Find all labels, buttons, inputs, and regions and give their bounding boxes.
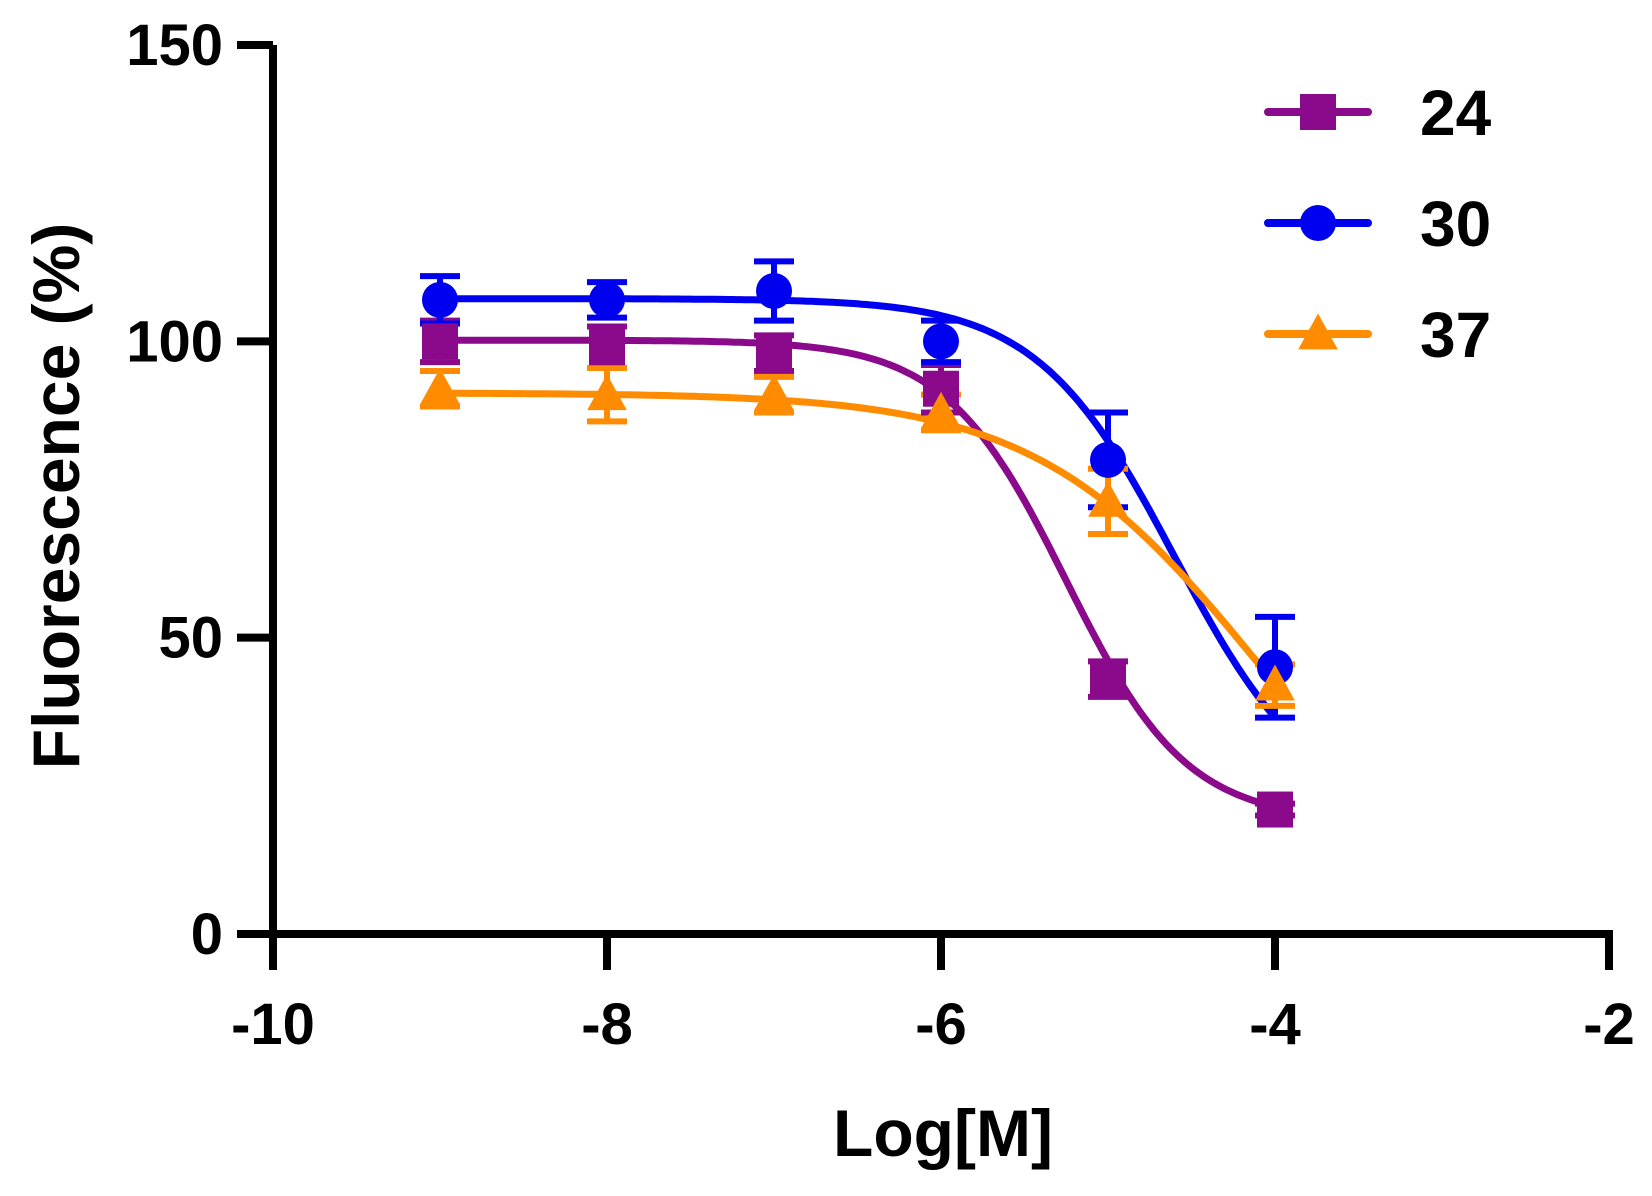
data-point-24 (1257, 791, 1293, 828)
data-point-30 (1090, 441, 1126, 478)
x-tick-label: -8 (581, 992, 633, 1057)
y-axis-ticks: 0 50 100 150 (126, 13, 273, 967)
x-tick-label: -6 (915, 992, 967, 1057)
x-tick-label: -4 (1249, 992, 1301, 1057)
x-axis-title: Log[M] (833, 1096, 1053, 1170)
legend-label: 24 (1420, 77, 1492, 149)
x-axis-ticks: -10 -8 -6 -4 -2 (231, 934, 1635, 1057)
data-point-37 (420, 368, 460, 405)
data-point-30 (589, 281, 625, 318)
y-tick-label: 0 (191, 902, 223, 967)
data-point-30 (422, 281, 458, 318)
data-point-37 (1255, 664, 1295, 701)
legend-marker (1300, 94, 1336, 130)
data-point-24 (1090, 661, 1126, 698)
x-tick-label: -10 (231, 992, 315, 1057)
data-point-24 (589, 329, 625, 366)
x-tick-label: -2 (1583, 992, 1635, 1057)
legend-item-37: 37 (1264, 299, 1491, 371)
fit-curve-37 (439, 389, 1278, 686)
legend-label: 30 (1420, 188, 1491, 260)
y-tick-label: 150 (126, 13, 223, 78)
legend-marker (1300, 205, 1336, 241)
data-point-37 (1088, 480, 1128, 517)
data-point-37 (754, 374, 794, 411)
data-point-24 (422, 323, 458, 360)
data-markers (420, 272, 1295, 828)
legend-item-30: 30 (1264, 188, 1491, 260)
legend: 24 30 37 (1264, 77, 1492, 371)
data-point-30 (756, 272, 792, 309)
fit-curves (439, 295, 1278, 811)
fit-curve-24 (440, 336, 1276, 811)
legend-label: 37 (1420, 299, 1491, 371)
y-tick-label: 50 (158, 606, 223, 671)
data-point-30 (923, 323, 959, 360)
y-tick-label: 100 (126, 309, 223, 374)
legend-marker (1298, 313, 1338, 350)
legend-item-24: 24 (1264, 77, 1492, 149)
fit-curve-30 (440, 295, 1278, 720)
y-axis-title: Fluorescence (%) (19, 223, 93, 770)
data-point-24 (756, 335, 792, 372)
data-point-37 (921, 391, 961, 428)
data-point-37 (587, 374, 627, 411)
